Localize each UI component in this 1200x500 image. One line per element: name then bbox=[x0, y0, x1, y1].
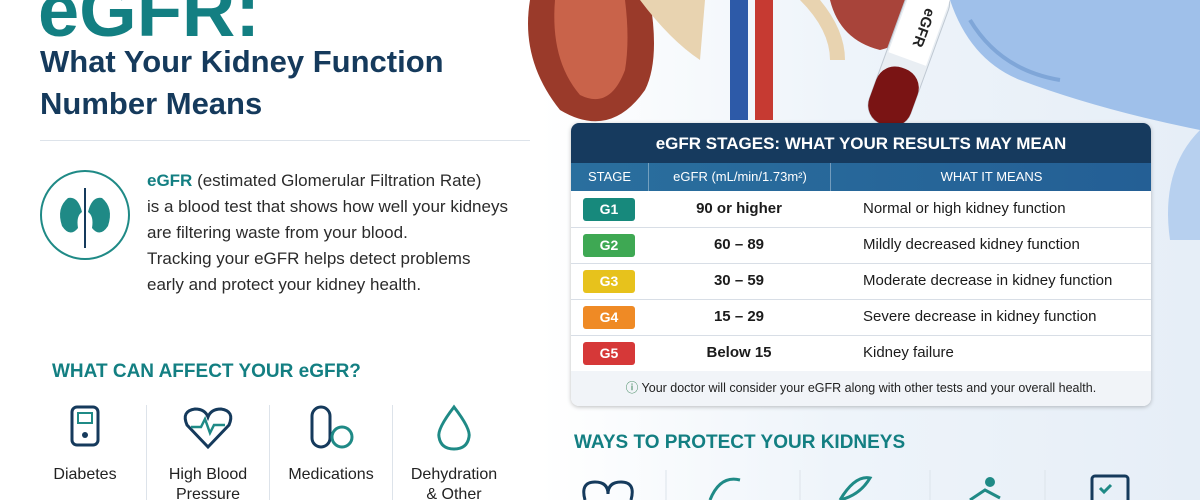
factor-label: Dehydration bbox=[410, 466, 498, 483]
title: eGFR: bbox=[38, 0, 260, 52]
stage-badge: G5 bbox=[583, 342, 635, 365]
intro-line: Tracking your eGFR helps detect problems bbox=[147, 249, 471, 268]
stage-badge: G1 bbox=[583, 198, 635, 221]
table-row: G5 Below 15 Kidney failure bbox=[571, 335, 1151, 372]
intro-line: eGFR (estimated Glomerular Filtration Ra… bbox=[147, 171, 481, 191]
header-photo: eGFR bbox=[528, 0, 1200, 130]
meaning: Normal or high kidney function bbox=[863, 200, 1066, 217]
factor-divider bbox=[392, 405, 393, 500]
egfr-range: 30 – 59 bbox=[713, 272, 765, 289]
meaning: Kidney failure bbox=[863, 344, 954, 361]
egfr-range: 60 – 89 bbox=[713, 236, 765, 253]
factor-icon bbox=[437, 404, 471, 451]
table-row: G1 90 or higher Normal or high kidney func… bbox=[571, 191, 1151, 228]
table-title: eGFR STAGES: WHAT YOUR RESULTS MAY MEAN bbox=[571, 123, 1151, 163]
intro-text: (estimated Glomerular Filtration Rate) bbox=[192, 171, 482, 190]
glove-edge bbox=[1168, 130, 1200, 240]
stage-badge: G4 bbox=[583, 306, 635, 329]
table-row: G2 60 – 89 Mildly decreased kidney functio… bbox=[571, 227, 1151, 264]
header-cell: WHAT IT MEANS bbox=[830, 163, 1151, 191]
protect-icons bbox=[582, 470, 1130, 500]
factor-label: Pressure bbox=[175, 486, 241, 500]
info-icon: ⓘ bbox=[625, 381, 642, 395]
protect-heading: WAYS TO PROTECT YOUR KIDNEYS bbox=[574, 432, 906, 453]
note-text: Your doctor will consider your eGFR alon… bbox=[641, 381, 1097, 395]
intro-term: eGFR bbox=[147, 171, 193, 190]
factor-divider bbox=[269, 405, 270, 500]
header-cell: eGFR (mL/min/1.73m²) bbox=[648, 163, 831, 191]
stages-table: eGFR STAGES: WHAT YOUR RESULTS MAY MEAN … bbox=[571, 123, 1151, 406]
kidney-icon bbox=[40, 170, 130, 260]
meaning: Mildly decreased kidney function bbox=[863, 236, 1080, 253]
factor-icon bbox=[70, 405, 100, 447]
subtitle: What Your Kidney Function bbox=[40, 44, 444, 79]
intro-line: are filtering waste from your blood. bbox=[147, 223, 408, 242]
factor-label: High Blood bbox=[168, 466, 248, 483]
table-header: STAGE eGFR (mL/min/1.73m²) WHAT IT MEANS bbox=[571, 163, 1151, 191]
stage-badge: G2 bbox=[583, 234, 635, 257]
divider bbox=[40, 140, 530, 141]
meaning: Moderate decrease in kidney function bbox=[863, 272, 1113, 289]
factors-heading: WHAT CAN AFFECT YOUR eGFR? bbox=[52, 361, 361, 382]
table-row: G4 15 – 29 Severe decrease in kidney funct… bbox=[571, 299, 1151, 336]
factor-icon bbox=[310, 405, 354, 449]
subtitle: Number Means bbox=[40, 86, 263, 121]
intro-line: early and protect your kidney health. bbox=[147, 275, 422, 294]
factor-label: & Other bbox=[426, 486, 482, 500]
meaning: Severe decrease in kidney function bbox=[863, 308, 1097, 325]
table-row: G3 30 – 59 Moderate decrease in kidney fun… bbox=[571, 263, 1151, 300]
stage-badge: G3 bbox=[583, 270, 635, 293]
egfr-range: 90 or higher bbox=[696, 200, 782, 217]
egfr-range: Below 15 bbox=[706, 344, 772, 361]
factor-label: Diabetes bbox=[53, 466, 117, 483]
factor-divider bbox=[146, 405, 147, 500]
egfr-range: 15 – 29 bbox=[713, 308, 765, 325]
factor-icon bbox=[183, 407, 233, 450]
table-note: ⓘ Your doctor will consider your eGFR al… bbox=[571, 371, 1151, 406]
header-cell: STAGE bbox=[587, 169, 632, 184]
intro-line: is a blood test that shows how well your… bbox=[147, 197, 508, 216]
factor-label: Medications bbox=[288, 466, 374, 483]
